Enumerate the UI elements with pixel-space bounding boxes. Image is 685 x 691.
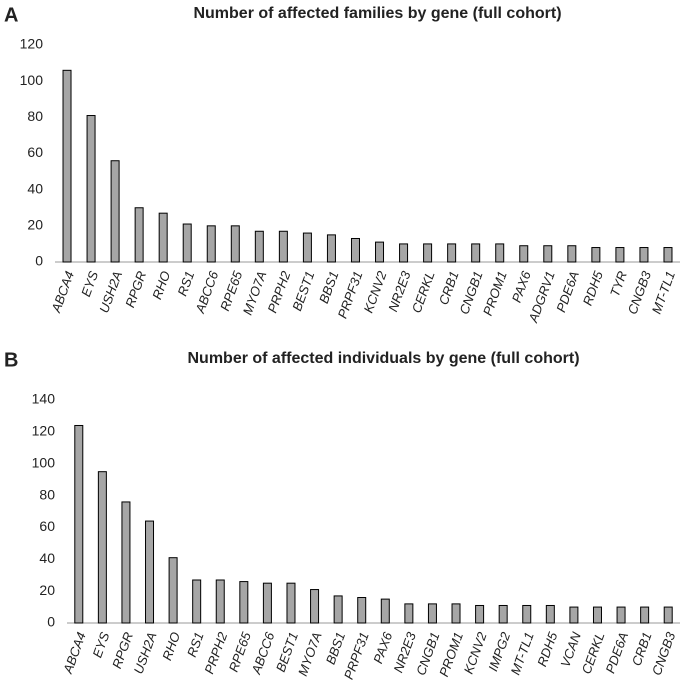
chart-title: Number of affected individuals by gene (…: [187, 350, 579, 367]
x-tick-label: RHO: [159, 630, 183, 662]
x-tick-label: RPGR: [122, 269, 149, 309]
y-tick-label: 40: [39, 550, 55, 566]
bar: [522, 604, 532, 624]
bar: [640, 606, 650, 624]
y-tick-label: 40: [27, 180, 43, 196]
bar: [404, 603, 414, 624]
bar: [519, 245, 529, 263]
panel-label: B: [4, 349, 18, 371]
bar: [663, 606, 673, 624]
x-tick-label: CRB1: [436, 269, 462, 307]
bar: [451, 603, 461, 624]
bar: [615, 247, 625, 263]
bar: [286, 582, 296, 624]
bar: [62, 69, 72, 263]
bar: [86, 115, 96, 263]
y-tick-label: 140: [32, 391, 56, 407]
x-tick-label: RDH5: [580, 268, 606, 307]
bar: [145, 520, 155, 624]
bar: [663, 247, 673, 263]
bar: [350, 237, 360, 263]
bar: [278, 230, 288, 263]
y-tick-label: 100: [20, 72, 44, 88]
x-tick-label: RS1: [175, 269, 198, 298]
x-tick-label: CRB1: [629, 630, 655, 668]
y-tick-label: 60: [39, 518, 55, 534]
bar: [399, 243, 409, 263]
bar: [545, 604, 555, 624]
bar: [262, 582, 272, 624]
x-tick-label: EYS: [78, 269, 101, 299]
bar: [569, 606, 579, 624]
x-tick-label: ABCA4: [48, 269, 77, 315]
bar: [192, 579, 202, 624]
bar: [543, 245, 553, 263]
bar: [423, 243, 433, 263]
bar: [592, 606, 602, 624]
bar: [357, 597, 367, 624]
y-tick-label: 0: [47, 614, 55, 630]
x-tick-label: RHO: [149, 269, 173, 301]
bar: [639, 247, 649, 263]
bar: [239, 581, 249, 624]
y-tick-label: 20: [39, 582, 55, 598]
x-tick-label: TYR: [607, 269, 630, 299]
bar: [498, 604, 508, 624]
bar: [326, 234, 336, 263]
y-tick-label: 100: [32, 454, 56, 470]
bar: [475, 604, 485, 624]
bar: [134, 207, 144, 263]
bar: [310, 589, 320, 624]
x-tick-label: BBS1: [323, 630, 348, 666]
x-tick-label: PAX6: [370, 629, 395, 665]
x-tick-label: RDH5: [534, 629, 560, 668]
y-tick-label: 80: [39, 486, 55, 502]
y-tick-label: 120: [20, 36, 44, 52]
bar: [380, 598, 390, 624]
bar: [110, 160, 120, 263]
bar: [206, 225, 216, 263]
bar: [447, 243, 457, 263]
bar: [302, 232, 312, 263]
bar: [567, 245, 577, 263]
x-tick-label: RS1: [184, 630, 207, 659]
bar: [97, 471, 107, 624]
bar: [591, 247, 601, 263]
y-tick-label: 120: [32, 423, 56, 439]
y-tick-label: 80: [27, 108, 43, 124]
bar: [74, 424, 84, 624]
x-tick-label: PDE6A: [553, 269, 582, 314]
x-tick-label: BEST1: [289, 269, 317, 313]
panel-label: A: [4, 4, 18, 26]
y-tick-label: 0: [35, 253, 43, 269]
bar: [182, 223, 192, 263]
bar: [333, 595, 343, 624]
x-tick-label: CERKL: [409, 269, 438, 315]
bar: [215, 579, 225, 624]
x-tick-label: PAX6: [509, 268, 534, 304]
bar: [616, 606, 626, 624]
x-tick-label: ABCA4: [60, 630, 89, 676]
y-tick-label: 20: [27, 217, 43, 233]
bar: [471, 243, 481, 263]
x-tick-label: VCAN: [558, 630, 585, 670]
bar: [254, 230, 264, 263]
bar: [427, 603, 437, 624]
x-tick-label: EYS: [89, 630, 112, 660]
bar: [230, 225, 240, 263]
bar: [121, 501, 131, 624]
x-tick-label: USH2A: [96, 269, 125, 315]
bar: [168, 557, 178, 624]
chart-title: Number of affected families by gene (ful…: [193, 5, 561, 22]
bar: [158, 212, 168, 263]
bar: [375, 241, 385, 263]
y-tick-label: 60: [27, 144, 43, 160]
bar: [495, 243, 505, 263]
x-tick-label: BBS1: [316, 269, 341, 305]
